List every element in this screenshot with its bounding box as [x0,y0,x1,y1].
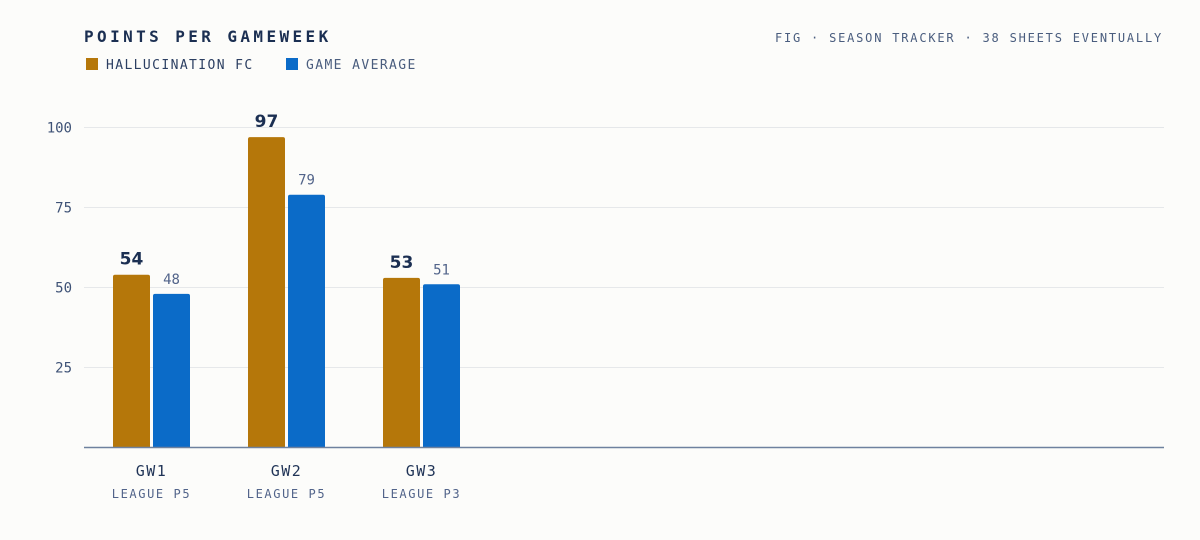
bar-gw2-game-average [288,194,325,448]
x-axis-labels: GW1 LEAGUE P5 GW2 LEAGUE P5 GW3 LEAGUE P3 [112,462,461,501]
bar-gw3-game-average [423,284,460,448]
x-sublabel-gw2: LEAGUE P5 [247,487,326,501]
bar-gw3-hallucination-fc [383,277,420,448]
y-tick-label-50: 50 [55,281,72,297]
data-label-gw3-hallucination-fc: 53 [390,253,414,273]
x-sublabel-gw3: LEAGUE P3 [382,487,461,501]
legend: HALLUCINATION FC GAME AVERAGE [86,58,417,73]
legend-swatch-hallucination-fc [86,58,98,70]
y-tick-label-25: 25 [55,361,72,377]
x-tick-label-gw3: GW3 [406,462,438,480]
data-label-gw3-game-average: 51 [433,262,450,278]
x-sublabel-gw1: LEAGUE P5 [112,487,191,501]
data-label-gw2-hallucination-fc: 97 [255,112,279,132]
x-tick-label-gw2: GW2 [271,462,303,480]
y-tick-label-75: 75 [55,201,72,217]
legend-label-game-average: GAME AVERAGE [306,58,417,73]
bar-gw1-game-average [153,293,190,448]
chart-title: POINTS PER GAMEWEEK [84,27,332,46]
bars [113,137,460,448]
x-tick-label-gw1: GW1 [136,462,168,480]
legend-swatch-game-average [286,58,298,70]
y-axis-ticks: 25 50 75 100 [47,121,72,377]
chart-caption: FIG · SEASON TRACKER · 38 SHEETS EVENTUA… [775,31,1163,45]
grid-lines [84,127,1164,368]
bar-gw1-hallucination-fc [113,274,150,448]
data-label-gw1-game-average: 48 [163,272,180,288]
bar-gw2-hallucination-fc [248,137,285,448]
data-labels: 54 48 97 79 53 51 [120,112,450,288]
legend-label-hallucination-fc: HALLUCINATION FC [106,58,254,73]
data-label-gw2-game-average: 79 [298,173,315,189]
y-tick-label-100: 100 [47,121,72,137]
data-label-gw1-hallucination-fc: 54 [120,250,144,270]
